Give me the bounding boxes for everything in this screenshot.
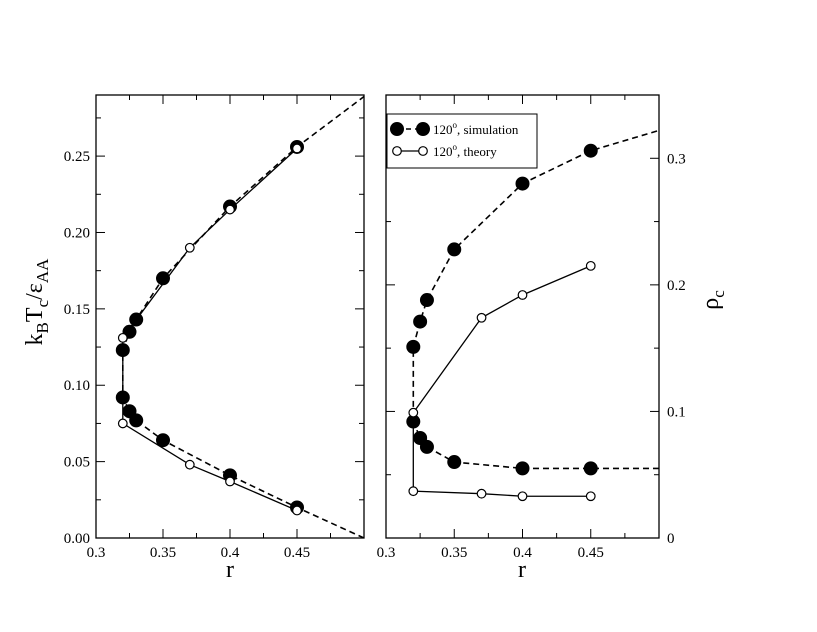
left-x-tick-label: 0.35: [150, 545, 176, 561]
right-y-axis-label: ρc: [698, 290, 728, 310]
right-series-layer: [406, 129, 659, 502]
left-point-simulation: [156, 433, 170, 448]
legend-simulation-degree: o: [453, 120, 458, 130]
legend-simulation-text: , simulation: [457, 122, 519, 137]
left-series-simulation: [115, 95, 364, 538]
left-chart-panel: 0.3 0.35 0.4 0.45 0.00 0.05 0.10 0.15 0.20 0.25 r…: [22, 94, 365, 583]
left-series-theory: [117, 143, 302, 516]
left-x-axis-label: r: [226, 557, 234, 583]
legend-box: [386, 113, 538, 169]
right-point-theory: [517, 491, 528, 502]
right-point-simulation: [413, 431, 428, 446]
left-ticks: [95, 95, 365, 539]
left-point-theory: [184, 242, 195, 253]
right-series-line-simulation: [412, 129, 659, 470]
right-point-theory: [408, 486, 419, 497]
left-point-theory: [117, 332, 128, 343]
left-y-label-sub-b: B: [33, 322, 52, 333]
left-series-layer: [115, 95, 364, 538]
left-y-tick-label: 0.10: [64, 378, 90, 394]
legend-theory-text: , theory: [457, 144, 497, 159]
legend-simulation-marker-left: [390, 122, 404, 136]
right-point-simulation: [583, 461, 598, 476]
left-y-label-k: k: [22, 333, 48, 345]
legend-simulation-marker-right: [416, 122, 430, 136]
legend-theory-marker-left: [392, 146, 402, 156]
left-y-tick-label: 0.05: [64, 455, 90, 471]
right-y-tick-label: 0.3: [667, 151, 686, 167]
legend-theory-angle: 120: [433, 144, 453, 159]
left-x-tick-label: 0.45: [284, 545, 310, 561]
left-y-label-sub-aa: AA: [33, 258, 52, 283]
right-y-tick-label: 0.2: [667, 278, 686, 294]
left-y-tick-label: 0.20: [64, 225, 90, 241]
right-point-simulation: [413, 314, 428, 329]
left-y-label-t: T: [22, 307, 48, 322]
right-x-tick-label: 0.3: [377, 545, 396, 561]
legend: 120o, simulation 120o, theory: [386, 113, 538, 169]
right-x-tick-label: 0.35: [441, 545, 467, 561]
right-y-label-sub-c: c: [709, 290, 728, 298]
left-series-line-theory: [122, 147, 298, 512]
right-point-theory: [476, 488, 487, 499]
right-point-simulation: [447, 455, 462, 470]
left-y-label-epsilon: /ε: [22, 283, 48, 300]
right-point-theory: [517, 290, 528, 300]
right-x-tick-label: 0.45: [578, 545, 604, 561]
right-x-tick-label: 0.4: [513, 545, 532, 561]
left-x-tick-label: 0.4: [221, 545, 240, 561]
left-series-line-simulation: [122, 95, 364, 538]
right-point-theory: [585, 260, 596, 271]
right-point-simulation: [515, 176, 530, 191]
right-y-label-rho: ρ: [698, 298, 724, 310]
right-point-simulation: [583, 143, 598, 158]
left-x-tick-label: 0.3: [87, 545, 106, 561]
right-x-axis-label: r: [518, 557, 526, 583]
legend-simulation-angle: 120: [433, 122, 453, 137]
left-point-theory: [117, 418, 128, 429]
right-point-theory: [408, 407, 419, 418]
right-point-theory: [585, 491, 596, 502]
left-point-theory: [292, 505, 302, 516]
left-y-axis-label: kBTc/εAA: [22, 258, 52, 346]
right-series-simulation: [406, 129, 659, 476]
right-point-simulation: [419, 293, 434, 308]
left-point-theory: [292, 143, 302, 154]
right-tick-labels: 0.3 0.35 0.4 0.45 0 0.1 0.2 0.3: [377, 151, 686, 561]
left-point-theory: [184, 459, 195, 470]
right-ticks: [385, 94, 660, 539]
left-y-tick-label: 0.25: [64, 149, 90, 165]
legend-theory-marker-right: [418, 146, 428, 156]
left-y-label-sub-c: c: [33, 299, 52, 307]
left-y-tick-label: 0.00: [64, 531, 90, 547]
left-y-tick-label: 0.15: [64, 302, 90, 318]
legend-theory-label: 120o, theory: [433, 142, 497, 159]
left-tick-labels: 0.3 0.35 0.4 0.45 0.00 0.05 0.10 0.15 0.20 0.25: [64, 149, 310, 561]
right-point-simulation: [447, 242, 462, 257]
left-point-simulation: [122, 404, 137, 419]
left-point-theory: [225, 476, 235, 487]
right-series-line-theory: [412, 265, 592, 497]
legend-simulation-label: 120o, simulation: [433, 120, 519, 137]
right-series-theory: [408, 260, 596, 502]
left-point-theory: [225, 204, 235, 215]
right-point-simulation: [406, 339, 421, 354]
legend-theory-degree: o: [453, 142, 458, 152]
right-y-tick-label: 0.1: [667, 404, 686, 420]
right-point-theory: [476, 312, 487, 323]
right-y-tick-label: 0: [667, 531, 675, 547]
right-point-simulation: [515, 461, 530, 476]
